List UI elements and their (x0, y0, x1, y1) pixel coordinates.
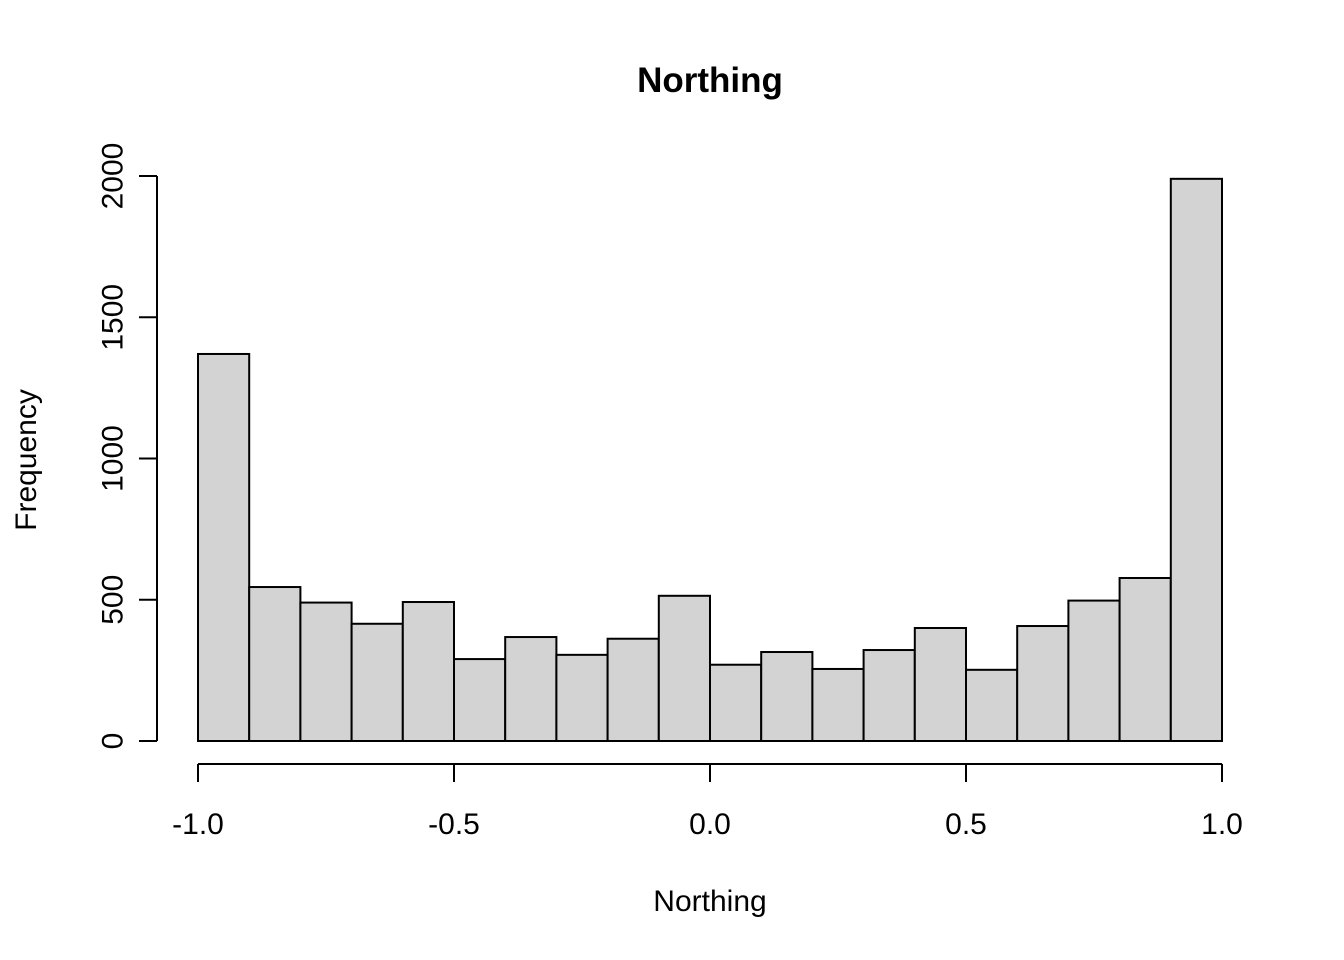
x-tick-label-4: 1.0 (1201, 808, 1243, 841)
y-tick-label-2: 1000 (97, 425, 130, 492)
histogram-bar-16 (1016, 625, 1070, 743)
y-tick-label-3: 1500 (97, 284, 130, 351)
histogram-bar-5 (453, 658, 507, 743)
histogram-bar-17 (1067, 599, 1121, 742)
x-tick-label-2: 0.0 (689, 808, 731, 841)
histogram-bar-4 (401, 601, 455, 743)
chart-title: Northing (637, 61, 783, 100)
histogram-bar-7 (555, 653, 609, 743)
histogram-bar-12 (811, 667, 865, 743)
x-tick-label-3: 0.5 (945, 808, 987, 841)
histogram-bar-8 (606, 637, 660, 742)
bars-group (197, 177, 1224, 743)
y-axis-label: Frequency (10, 389, 43, 531)
x-axis-label: Northing (653, 885, 766, 918)
y-tick-label-4: 2000 (97, 143, 130, 210)
histogram-bar-18 (1118, 576, 1172, 742)
x-tick-label-1: -0.5 (428, 808, 480, 841)
histogram-bar-11 (760, 651, 814, 743)
y-tick-label-0: 0 (97, 733, 130, 750)
histogram-bar-9 (657, 594, 711, 742)
y-axis: 0 500 1000 1500 2000 (97, 143, 158, 750)
histogram-bar-10 (709, 663, 763, 742)
histogram-bar-0 (197, 352, 251, 742)
histogram-bar-19 (1169, 177, 1224, 742)
histogram-bar-3 (350, 622, 404, 743)
histogram-bar-13 (862, 649, 916, 742)
x-tick-label-0: -1.0 (172, 808, 224, 841)
histogram-bar-2 (299, 601, 353, 743)
histogram-bar-14 (913, 627, 967, 742)
histogram-bar-15 (965, 668, 1019, 742)
x-axis: -1.0 -0.5 0.0 0.5 1.0 (172, 763, 1243, 841)
histogram-bar-6 (504, 636, 558, 742)
histogram-bar-1 (248, 586, 302, 742)
y-tick-label-1: 500 (97, 575, 130, 625)
